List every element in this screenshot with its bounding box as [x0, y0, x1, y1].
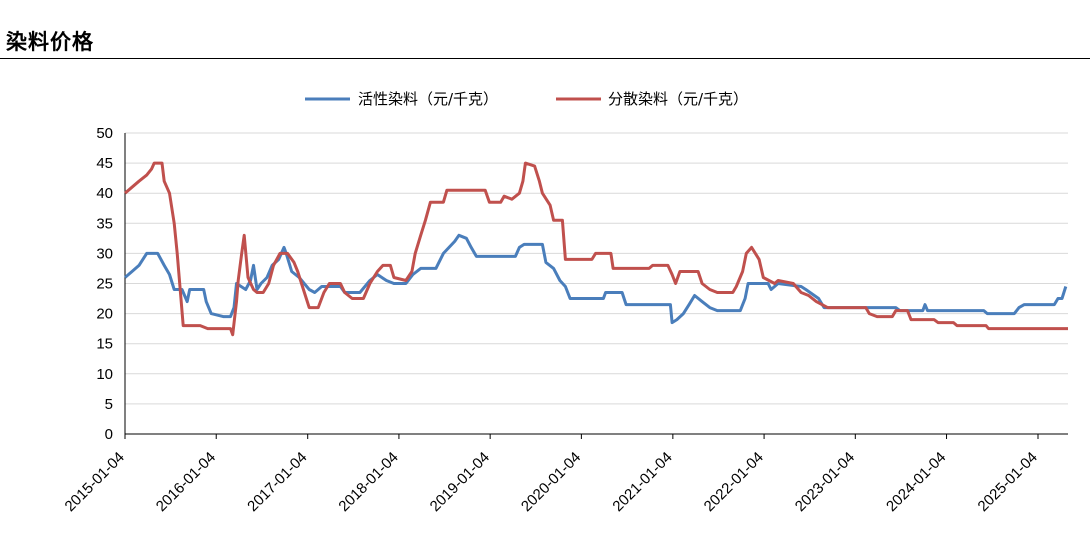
- y-axis-tick-labels: 0 5 10 15 20 25 30 35 40 45 50: [96, 125, 113, 443]
- x-tick-label: 2015-01-04: [62, 449, 128, 515]
- y-tick-label: 40: [96, 185, 113, 202]
- y-tick-label: 30: [96, 245, 113, 262]
- x-tick-label: 2019-01-04: [427, 449, 493, 515]
- x-tick-label: 2023-01-04: [792, 449, 858, 515]
- gridlines: [125, 132, 1068, 405]
- y-tick-label: 0: [105, 426, 113, 443]
- series-line-disperse-dye: [124, 161, 1068, 337]
- y-tick-label: 25: [96, 276, 113, 293]
- x-tick-label: 2016-01-04: [153, 449, 219, 515]
- y-tick-label: 20: [96, 306, 113, 323]
- y-tick-label: 15: [96, 336, 113, 353]
- y-tick-label: 45: [96, 155, 113, 172]
- x-tick-label: 2018-01-04: [335, 449, 401, 515]
- title-divider: [0, 58, 1090, 59]
- legend-label-disperse-dye: 分散染料（元/千克）: [608, 90, 748, 108]
- x-tick-label: 2024-01-04: [883, 449, 949, 515]
- chart-legend: 活性染料（元/千克） 分散染料（元/千克）: [305, 90, 748, 108]
- x-tick-label: 2022-01-04: [701, 449, 767, 515]
- legend-label-reactive-dye: 活性染料（元/千克）: [358, 90, 498, 108]
- x-tick-label: 2020-01-04: [518, 449, 584, 515]
- y-tick-label: 10: [96, 366, 113, 383]
- series-lines: [124, 161, 1068, 337]
- x-tick-label: 2017-01-04: [244, 449, 310, 515]
- y-tick-label: 50: [96, 125, 113, 142]
- x-tick-label: 2025-01-04: [975, 449, 1041, 515]
- y-tick-label: 35: [96, 215, 113, 232]
- x-tick-label: 2021-01-04: [609, 449, 675, 515]
- page-title: 染料价格: [6, 30, 94, 54]
- y-tick-label: 5: [105, 396, 113, 413]
- series-line-reactive-dye: [124, 233, 1068, 325]
- x-axis: 2015-01-04 2016-01-04 2017-01-04 2018-01-04…: [62, 133, 1068, 515]
